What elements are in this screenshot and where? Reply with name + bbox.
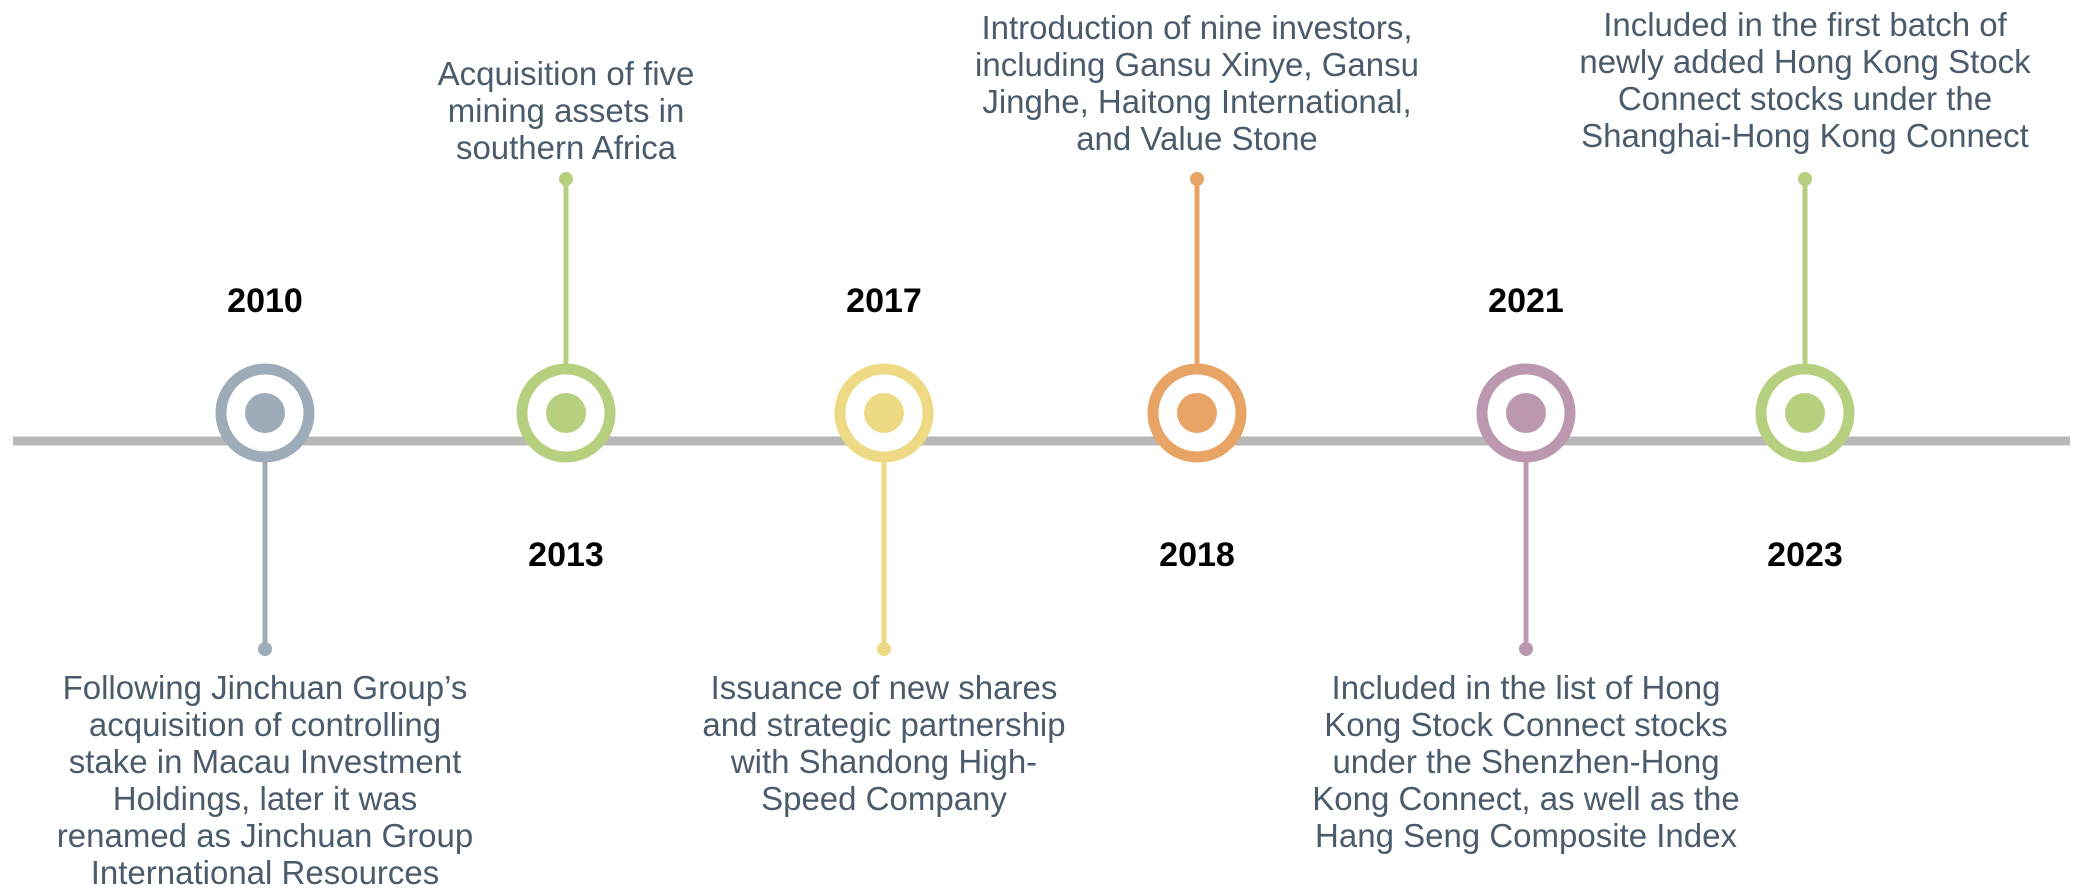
year: 2023	[1767, 536, 1843, 574]
year: 2018	[1159, 536, 1235, 574]
description-line: stake in Macau Investment	[69, 743, 462, 780]
description-line: International Resources	[91, 854, 440, 891]
description-line: Shanghai-Hong Kong Connect	[1581, 117, 2029, 154]
description-line: Issuance of new shares	[711, 669, 1058, 706]
description-line: and strategic partnership	[702, 706, 1065, 743]
description-line: Following Jinchuan Group’s	[63, 669, 468, 706]
description-line: with Shandong High-	[730, 743, 1037, 780]
description-line: Holdings, later it was	[113, 780, 417, 817]
description-line: southern Africa	[456, 129, 677, 166]
marker-dot	[245, 393, 285, 433]
year: 2021	[1488, 282, 1564, 320]
year: 2017	[846, 282, 922, 320]
marker-dot	[864, 393, 904, 433]
stem-dot	[258, 642, 272, 656]
stem-dot	[1519, 642, 1533, 656]
stem-dot	[1798, 172, 1812, 186]
description-line: renamed as Jinchuan Group	[57, 817, 473, 854]
description-line: Kong Connect, as well as the	[1312, 780, 1739, 817]
marker-dot	[546, 393, 586, 433]
description-line: Introduction of nine investors,	[981, 9, 1412, 46]
description-line: Included in the first batch of	[1603, 6, 2007, 43]
stem-dot	[559, 172, 573, 186]
description-line: Jinghe, Haitong International,	[982, 83, 1411, 120]
description-line: Connect stocks under the	[1618, 80, 1992, 117]
description-line: Kong Stock Connect stocks	[1324, 706, 1728, 743]
description-line: newly added Hong Kong Stock	[1579, 43, 2031, 80]
description-line: Included in the list of Hong	[1332, 669, 1721, 706]
description-line: acquisition of controlling	[89, 706, 441, 743]
description-line: Speed Company	[761, 780, 1007, 817]
description-line: under the Shenzhen-Hong	[1332, 743, 1719, 780]
year: 2010	[227, 282, 303, 320]
marker-dot	[1785, 393, 1825, 433]
year: 2013	[528, 536, 604, 574]
stem-dot	[1190, 172, 1204, 186]
description-line: Hang Seng Composite Index	[1315, 817, 1737, 854]
stem-dot	[877, 642, 891, 656]
description-line: mining assets in	[448, 92, 685, 129]
description-line: including Gansu Xinye, Gansu	[975, 46, 1419, 83]
marker-dot	[1177, 393, 1217, 433]
description-line: and Value Stone	[1076, 120, 1318, 157]
description-line: Acquisition of five	[438, 55, 695, 92]
marker-dot	[1506, 393, 1546, 433]
